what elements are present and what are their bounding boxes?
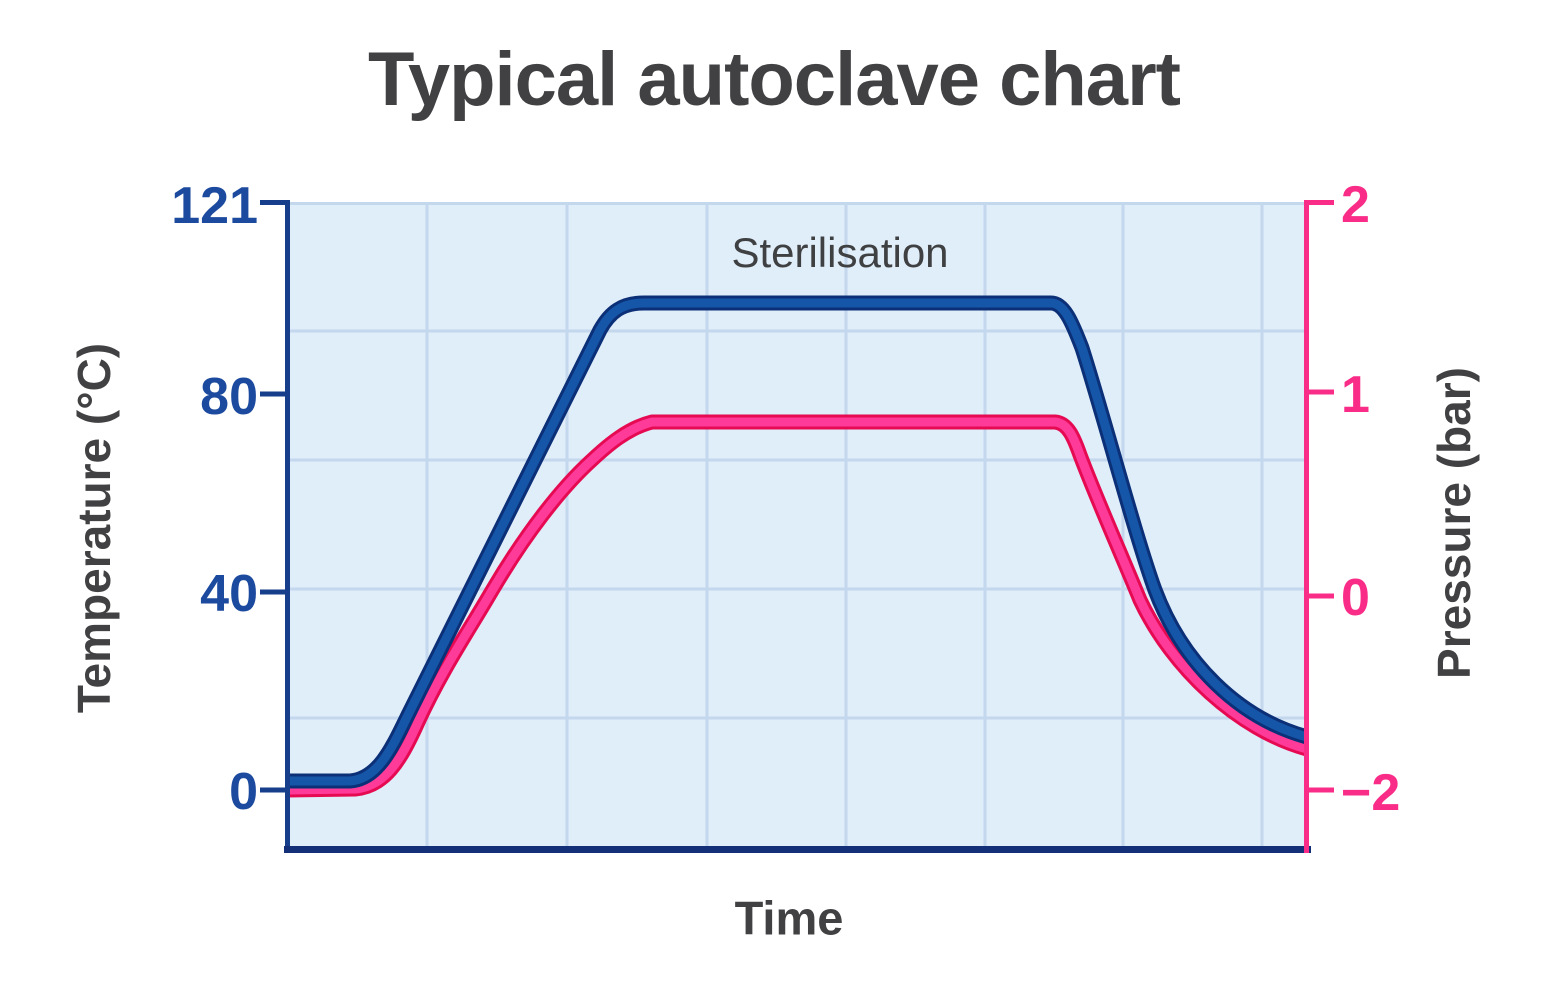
right-tick-2: 2 [1341,176,1370,234]
right-axis [1304,200,1334,853]
left-tick-121: 121 [171,177,258,235]
chart-title: Typical autoclave chart [368,37,1181,122]
right-tick-1: 1 [1341,366,1370,424]
pressure-curve [286,414,1310,798]
right-tick-0: 0 [1341,569,1370,627]
left-tick-40: 40 [200,565,258,623]
left-tick-0: 0 [229,763,258,821]
x-axis-title: Time [734,891,844,945]
left-tick-80: 80 [200,368,258,426]
sterilisation-annotation: Sterilisation [731,229,949,276]
left-axis [260,200,290,850]
temperature-curve [287,295,1310,789]
right-tick-minus2: −2 [1341,764,1401,822]
